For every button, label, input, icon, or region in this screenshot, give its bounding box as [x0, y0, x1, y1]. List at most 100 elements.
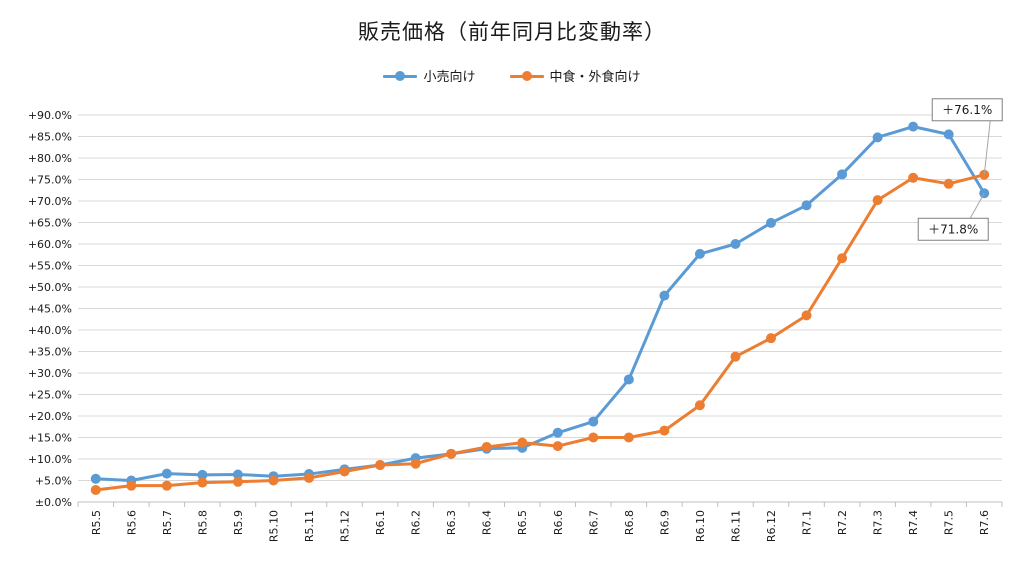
- point-retail: [90, 473, 101, 484]
- x-tick-label: R5.12: [339, 510, 352, 542]
- callout-box: [931, 98, 1003, 122]
- x-tick-label: R6.11: [729, 510, 742, 542]
- point-foodservice: [730, 351, 741, 362]
- x-tick-label: R7.6: [978, 510, 991, 535]
- x-tick-label: R6.4: [481, 510, 494, 535]
- x-tick-label: R7.4: [907, 510, 920, 535]
- point-foodservice: [659, 425, 670, 436]
- x-tick-label: R5.8: [196, 510, 209, 535]
- point-foodservice: [375, 460, 386, 471]
- legend-item-foodservice: 中食・外食向け: [509, 66, 641, 85]
- x-tick-label: R6.7: [587, 510, 600, 535]
- point-foodservice: [90, 484, 101, 495]
- x-tick-label: R5.9: [232, 510, 245, 535]
- point-foodservice: [339, 466, 350, 477]
- point-foodservice: [268, 475, 279, 486]
- point-foodservice: [872, 195, 883, 206]
- point-foodservice: [801, 310, 812, 321]
- legend-label-retail: 小売向け: [423, 70, 476, 85]
- series-line-foodservice: [94, 173, 986, 492]
- series-line-retail: [94, 125, 986, 482]
- point-retail: [730, 239, 741, 249]
- x-tick-label: R7.5: [943, 510, 956, 535]
- y-tick-label: +10.0%: [28, 453, 72, 466]
- point-retail: [872, 132, 883, 143]
- x-tick-label: R6.12: [765, 510, 778, 542]
- y-tick-label: +15.0%: [28, 432, 72, 445]
- point-retail: [659, 290, 670, 301]
- callout-box: [917, 217, 989, 241]
- y-tick-label: +90.0%: [28, 109, 72, 122]
- callout-leader: [983, 120, 991, 175]
- point-retail: [552, 427, 563, 438]
- point-foodservice: [623, 432, 634, 443]
- legend-swatch-foodservice: [509, 70, 544, 81]
- x-tick-label: R5.6: [125, 510, 138, 535]
- y-tick-label: +5.0%: [35, 475, 72, 488]
- legend-swatch-retail: [383, 70, 418, 81]
- x-tick-label: R5.10: [267, 510, 280, 542]
- y-tick-label: +55.0%: [28, 260, 72, 273]
- point-retail: [908, 121, 919, 132]
- y-tick-label: +60.0%: [28, 238, 72, 251]
- point-retail: [623, 374, 634, 385]
- x-tick-label: R5.5: [90, 510, 103, 535]
- point-retail: [232, 469, 243, 480]
- point-foodservice: [126, 480, 137, 491]
- chart-title: 販売価格（前年同月比変動率）: [358, 20, 666, 44]
- legend: 小売向け 中食・外食向け: [0, 66, 1024, 85]
- point-foodservice: [552, 441, 563, 452]
- point-foodservice: [197, 477, 208, 488]
- point-foodservice: [481, 441, 492, 452]
- y-tick-label: +35.0%: [28, 346, 72, 359]
- y-tick-label: +20.0%: [28, 410, 72, 423]
- point-foodservice: [694, 400, 705, 411]
- y-tick-label: +80.0%: [28, 152, 72, 165]
- point-foodservice: [908, 172, 919, 183]
- point-retail: [588, 416, 599, 427]
- callout-label-foodservice: ＋76.1%: [942, 103, 992, 117]
- point-foodservice: [232, 476, 243, 487]
- point-foodservice: [766, 333, 776, 344]
- point-retail: [837, 169, 848, 180]
- x-tick-label: R7.3: [872, 510, 885, 535]
- x-tick-label: R6.10: [694, 510, 707, 542]
- x-tick-label: R6.1: [374, 510, 387, 535]
- x-tick-label: R7.2: [836, 510, 849, 535]
- point-foodservice: [446, 448, 457, 459]
- x-tick-label: R5.11: [303, 510, 316, 542]
- legend-label-foodservice: 中食・外食向け: [549, 70, 641, 85]
- point-retail: [161, 468, 172, 479]
- x-tick-label: R7.1: [801, 510, 814, 535]
- y-tick-label: +50.0%: [28, 281, 72, 294]
- y-tick-label: +30.0%: [28, 367, 72, 380]
- point-foodservice: [837, 253, 848, 264]
- point-retail: [801, 200, 812, 211]
- callout-leader: [969, 193, 985, 219]
- point-retail: [694, 248, 705, 259]
- y-tick-label: ±0.0%: [35, 496, 72, 509]
- y-tick-label: +70.0%: [28, 195, 72, 208]
- x-tick-label: R6.5: [516, 510, 529, 535]
- x-tick-label: R6.3: [445, 510, 458, 535]
- y-tick-label: +40.0%: [28, 324, 72, 337]
- point-retail: [766, 217, 776, 228]
- x-tick-label: R6.6: [552, 510, 565, 535]
- y-tick-label: +65.0%: [28, 217, 72, 230]
- point-retail: [197, 469, 208, 480]
- y-tick-label: +85.0%: [28, 131, 72, 144]
- y-tick-label: +75.0%: [28, 174, 72, 187]
- y-tick-label: +45.0%: [28, 303, 72, 316]
- y-tick-label: +25.0%: [28, 389, 72, 402]
- callout-label-retail: ＋71.8%: [928, 222, 978, 236]
- point-retail: [943, 129, 954, 140]
- point-foodservice: [410, 458, 421, 469]
- x-tick-label: R5.7: [161, 510, 174, 535]
- x-tick-label: R6.8: [623, 510, 636, 535]
- x-tick-label: R6.2: [410, 510, 423, 535]
- point-foodservice: [517, 437, 528, 448]
- x-tick-label: R6.9: [658, 510, 671, 535]
- point-foodservice: [943, 178, 954, 189]
- legend-item-retail: 小売向け: [383, 66, 476, 85]
